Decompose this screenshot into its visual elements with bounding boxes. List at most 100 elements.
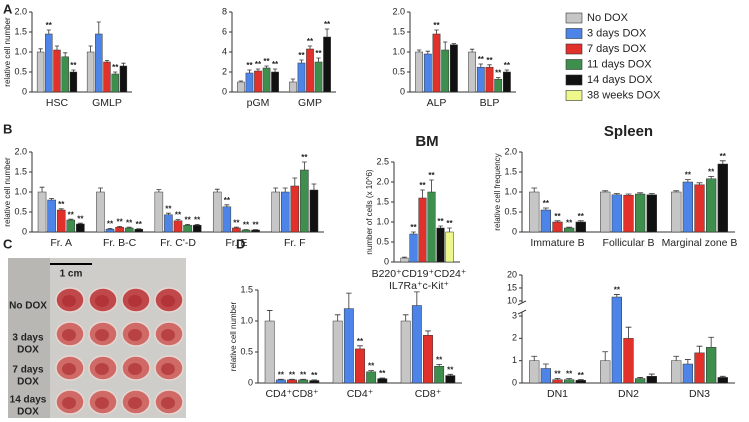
bar: [47, 199, 56, 233]
error-bar: [311, 379, 318, 381]
error-bar: [531, 355, 538, 361]
significance: **: [436, 356, 443, 365]
bar: [611, 194, 622, 233]
error-bar: [368, 370, 374, 372]
bar: [400, 257, 409, 263]
significance: **: [46, 21, 53, 30]
bar: [56, 209, 66, 233]
bar: [96, 191, 105, 233]
error-bar: [278, 378, 284, 380]
significance: **: [184, 216, 191, 225]
x-tick-label: HSC: [46, 97, 69, 109]
row-label: DOX: [17, 377, 39, 388]
thymus-photo: 1 cm No DOX 3 days DOX 7 days DOX 14 day…: [8, 258, 186, 418]
bar: [529, 191, 540, 233]
bar: [309, 380, 320, 384]
legend-swatch: [565, 12, 583, 24]
error-bar: [264, 65, 269, 68]
significance: **: [578, 371, 585, 380]
bar: [251, 229, 260, 233]
error-bar: [673, 355, 680, 361]
thymus-lobe-center: [62, 295, 76, 307]
error-bar: [451, 43, 457, 45]
error-bar: [63, 52, 68, 57]
bar: [427, 191, 436, 263]
legend-swatch: [565, 59, 583, 70]
significance: **: [554, 212, 561, 221]
error-bar: [307, 45, 313, 49]
y-tick-label: 0.5: [504, 206, 517, 216]
bar: [53, 49, 61, 93]
bar: [671, 191, 682, 233]
legend-label: No DOX: [587, 12, 629, 24]
error-bar: [447, 227, 452, 232]
error-bar: [126, 226, 132, 228]
bar: [343, 308, 354, 384]
bar: [95, 33, 103, 93]
significance: **: [566, 218, 573, 227]
error-bar: [290, 78, 296, 82]
significance: **: [504, 61, 511, 70]
error-bar: [542, 207, 549, 210]
bar: [111, 73, 119, 93]
significance: **: [298, 51, 305, 60]
bar: [494, 78, 503, 93]
bar: [671, 360, 682, 384]
significance: **: [243, 221, 250, 230]
thymus-lobe-center: [62, 397, 76, 409]
significance: **: [126, 218, 133, 227]
bar: [173, 220, 183, 233]
bar: [245, 72, 254, 93]
legend-swatch: [565, 43, 583, 55]
y-tick-label: 15: [507, 282, 517, 292]
bar: [323, 36, 331, 93]
bar: [564, 379, 575, 384]
bar: [635, 193, 646, 233]
y-tick-label: 2.5: [376, 156, 389, 166]
y-axis-label: relative cell number: [3, 157, 12, 227]
bar: [411, 305, 422, 384]
bar: [105, 228, 115, 233]
error-bar: [613, 294, 620, 298]
x-axis-label: B220⁺CD19⁺CD24⁺: [372, 268, 467, 280]
error-bar: [416, 49, 422, 52]
bar: [183, 224, 192, 233]
x-tick-label: Immature B: [530, 237, 584, 249]
y-tick-label: 1.5: [504, 166, 517, 176]
bar: [445, 231, 454, 263]
y-tick-label: 0: [512, 226, 517, 236]
significance: **: [107, 220, 114, 229]
bar: [332, 320, 343, 384]
error-bar: [77, 222, 83, 224]
x-tick-label: Follicular B: [603, 237, 655, 249]
bar: [717, 163, 728, 233]
significance: **: [301, 153, 308, 162]
bar: [271, 71, 279, 93]
significance: **: [379, 369, 386, 378]
error-bar: [434, 29, 439, 34]
row-label: 7 days: [12, 365, 44, 376]
significance: **: [478, 55, 485, 64]
y-tick-label: 1: [512, 355, 517, 365]
bar: [717, 377, 728, 384]
significance: **: [566, 370, 573, 379]
bar: [287, 379, 297, 384]
bar: [623, 194, 634, 233]
y-tick-label: 0: [222, 86, 227, 96]
error-bar: [316, 57, 321, 62]
bar: [646, 194, 657, 233]
bar: [682, 181, 693, 233]
y-tick-label: 2: [512, 333, 517, 343]
error-bar: [282, 187, 288, 192]
error-bar: [719, 375, 726, 378]
y-tick-label: 1.5: [14, 26, 27, 36]
bar: [611, 296, 622, 384]
bar: [69, 71, 78, 93]
bar: [415, 51, 424, 93]
error-bar: [175, 219, 181, 221]
y-tick-label: 0.5: [376, 236, 389, 246]
thymus-lobe-center: [95, 397, 109, 409]
significance: **: [357, 337, 364, 346]
x-tick-label: Marginal zone B: [662, 237, 738, 249]
bar: [241, 229, 251, 233]
